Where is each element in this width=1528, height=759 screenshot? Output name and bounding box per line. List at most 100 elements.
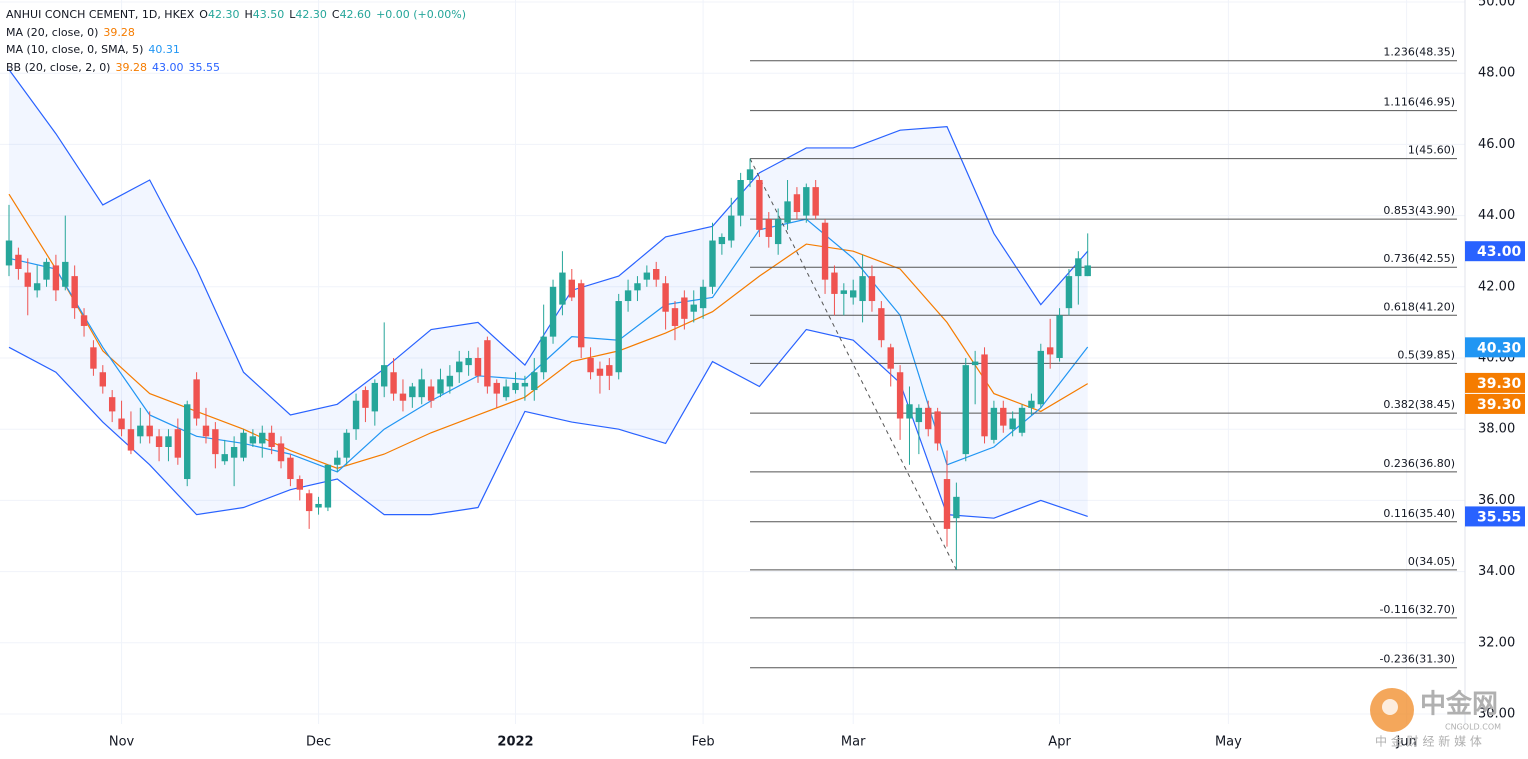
- legend-text: 43.00: [151, 60, 184, 74]
- x-tick-label: Dec: [306, 735, 331, 750]
- x-tick-label: Jun: [1395, 735, 1416, 750]
- candle-body: [634, 283, 641, 291]
- candle-body: [259, 432, 266, 444]
- fib-label: -0.116(32.70): [1379, 603, 1455, 616]
- candle-body: [118, 418, 125, 430]
- candle-body: [230, 447, 238, 458]
- candle-body: [840, 290, 848, 294]
- candle-body: [43, 261, 50, 280]
- x-tick-label: Feb: [692, 735, 715, 750]
- legend-row: MA (10, close, 0, SMA, 5) 40.31: [6, 41, 471, 59]
- price-tag-label: 43.00: [1477, 244, 1522, 260]
- candle-body: [943, 479, 951, 529]
- candle-body: [690, 304, 697, 312]
- legend-text: +0.00 (+0.00%): [376, 8, 467, 21]
- candle-body: [474, 358, 482, 376]
- candle-body: [146, 425, 153, 437]
- indicator-line: [8, 69, 1089, 416]
- candle-body: [1084, 265, 1091, 277]
- candle-body: [643, 272, 651, 280]
- candle-body: [1000, 407, 1007, 426]
- watermark-name: 中金网: [1420, 689, 1498, 720]
- candle-body: [925, 407, 932, 430]
- candle-body: [521, 382, 529, 387]
- candle-body: [334, 457, 341, 465]
- candle-body: [803, 187, 810, 216]
- candle-body: [728, 215, 735, 241]
- candle-body: [784, 201, 791, 223]
- candle-body: [596, 368, 604, 376]
- candle-body: [1018, 407, 1026, 433]
- candle-body: [277, 443, 285, 462]
- candle-body: [268, 432, 275, 447]
- candle-body: [737, 180, 744, 216]
- legend-text: 39.28: [103, 25, 135, 39]
- candle-body: [606, 365, 613, 376]
- candle-body: [971, 361, 979, 366]
- fib-label: 0(34.05): [1408, 555, 1455, 568]
- candle-body: [24, 272, 31, 287]
- candle-body: [746, 169, 754, 180]
- y-tick-label: 46.00: [1478, 137, 1515, 152]
- candle-body: [465, 358, 472, 366]
- legend-text: BB (20, close, 2, 0): [6, 60, 111, 74]
- fib-label: 1.236(48.35): [1383, 46, 1455, 59]
- candle-body: [362, 390, 369, 408]
- candle-body: [540, 336, 547, 373]
- legend-text: ANHUI CONCH CEMENT, 1D, HKEX: [6, 8, 195, 21]
- candle-body: [165, 436, 172, 447]
- x-tick-label: Mar: [841, 735, 866, 750]
- legend-text: H: [244, 8, 253, 21]
- candle-body: [90, 347, 97, 369]
- candle-body: [774, 219, 782, 245]
- candle-body: [155, 436, 163, 447]
- candle-body: [671, 308, 679, 326]
- candle-body: [249, 436, 257, 444]
- y-tick-label: 32.00: [1478, 635, 1515, 650]
- candle-body: [418, 379, 425, 398]
- candle-body: [80, 315, 88, 326]
- legend-text: C: [331, 8, 340, 21]
- candle-body: [765, 219, 772, 237]
- fib-label: 0.736(42.55): [1383, 252, 1455, 265]
- fib-label: 0.618(41.20): [1383, 300, 1455, 313]
- candle-body: [174, 429, 182, 458]
- candle-body: [906, 404, 913, 419]
- candle-body: [1075, 258, 1082, 277]
- candle-body: [484, 340, 491, 387]
- candle-body: [184, 404, 191, 480]
- fib-label: 0.853(43.90): [1383, 204, 1455, 217]
- x-tick-label: May: [1215, 735, 1242, 750]
- candle-body: [812, 187, 819, 216]
- candle-body: [1065, 276, 1073, 309]
- candle-body: [896, 372, 904, 419]
- candle-body: [653, 269, 660, 280]
- candle-body: [512, 382, 519, 391]
- watermark-site: CNGOLD.COM: [1445, 723, 1501, 732]
- candle-body: [371, 382, 379, 412]
- price-tag: [1465, 241, 1525, 262]
- legend-text: 35.55: [188, 60, 220, 74]
- candle-body: [615, 301, 622, 373]
- candle-body: [681, 297, 688, 319]
- candle-body: [577, 283, 585, 348]
- price-tag: [1465, 506, 1525, 527]
- candle-body: [718, 236, 726, 245]
- candle-body: [821, 222, 829, 280]
- legend-text: L: [289, 8, 296, 21]
- legend: ANHUI CONCH CEMENT, 1D, HKEX O42.30 H43.50…: [6, 6, 471, 76]
- candle-body: [315, 503, 322, 508]
- candle-body: [559, 272, 566, 305]
- price-tag: [1465, 337, 1525, 358]
- fib-label: 1.116(46.95): [1383, 96, 1455, 109]
- candle-body: [71, 276, 78, 309]
- legend-row: BB (20, close, 2, 0) 39.28 43.00 35.55: [6, 59, 471, 77]
- fib-label: 0.5(39.85): [1397, 348, 1455, 361]
- candle-body: [990, 407, 998, 440]
- y-tick-label: 36.00: [1478, 493, 1515, 508]
- legend-text: 42.30: [295, 8, 327, 21]
- fib-label: -0.236(31.30): [1379, 653, 1455, 666]
- candle-body: [981, 354, 988, 437]
- candle-body: [831, 272, 838, 294]
- candle-body: [915, 407, 923, 423]
